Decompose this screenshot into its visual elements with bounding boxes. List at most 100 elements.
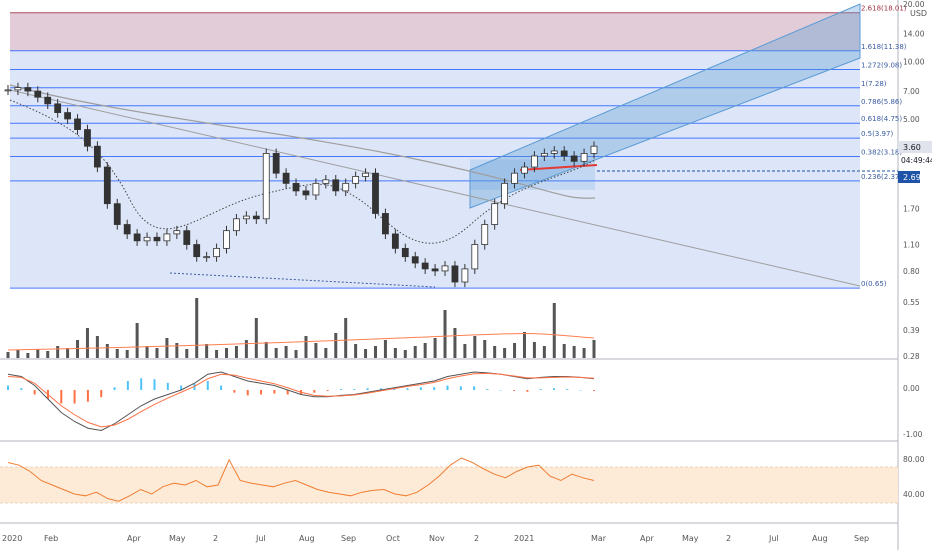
volume-bar <box>373 346 377 358</box>
volume-bar <box>413 346 417 358</box>
time-axis-tick: 2 <box>726 534 731 543</box>
long-downtrend-line <box>9 89 861 287</box>
candle-body <box>590 145 598 154</box>
macd-histogram-bar <box>60 390 63 404</box>
price-axis-tick: 1.10 <box>903 241 920 250</box>
macd-axis-tick: 0.00 <box>903 384 920 393</box>
candle-body <box>163 233 171 242</box>
volume-bar <box>234 346 238 358</box>
price-axis-tick: 0.28 <box>903 352 920 361</box>
volume-bar <box>56 346 60 358</box>
candle-body <box>342 182 350 192</box>
macd-histogram-bar <box>446 385 449 390</box>
volume-bar <box>284 346 288 358</box>
volume-bar <box>483 340 487 358</box>
candle-body <box>560 150 568 157</box>
rsi-line <box>7 457 595 502</box>
candle-body <box>64 112 71 120</box>
candle-body <box>153 236 161 242</box>
macd-histogram-bar <box>180 385 183 390</box>
macd-histogram-bar <box>553 388 556 390</box>
volume-moving-average <box>7 333 595 351</box>
price-axis-tick: 0.55 <box>903 298 920 307</box>
volume-bar <box>155 348 159 358</box>
fib-level-label: 1.618(11.38) <box>861 43 907 51</box>
macd-signal-line <box>7 372 595 428</box>
time-axis-tick: Nov <box>429 534 445 543</box>
candle-body <box>521 166 528 174</box>
volume-bar <box>344 318 348 358</box>
candle-body <box>252 215 260 220</box>
time-axis-tick: Sep <box>854 534 869 543</box>
time-axis-tick: Oct <box>386 534 400 543</box>
candle-body <box>501 182 509 205</box>
candle-body <box>491 203 499 225</box>
volume-bar <box>85 328 89 358</box>
time-axis-tick: Mar <box>591 534 607 543</box>
candle-body <box>93 145 101 168</box>
fib-retracement-layer: 2.618(18.01) 1.618(11.38) 1.272(9.08) 1(7.2… <box>10 5 907 289</box>
fib-level-label: 2.618(18.01) <box>861 5 907 13</box>
fib-zone <box>10 50 860 289</box>
candle-body <box>103 166 111 205</box>
candle-body <box>461 268 469 283</box>
candle-body <box>123 224 131 235</box>
candle-body <box>332 179 340 192</box>
fib-level-label: 0(0.65) <box>861 280 887 288</box>
candle-body <box>113 203 121 225</box>
candle-body <box>14 87 22 91</box>
volume-bar <box>165 338 169 358</box>
volume-bar <box>195 298 199 358</box>
candle-body <box>421 262 429 270</box>
candle-body <box>54 103 62 113</box>
rsi-layer <box>0 457 898 504</box>
macd-histogram-bar <box>406 388 409 390</box>
fib-level-label: 0.786(5.86) <box>861 98 902 106</box>
ascending-channel <box>469 3 861 209</box>
price-axis-tick: 5.00 <box>903 115 920 124</box>
macd-histogram-bar <box>326 390 329 391</box>
fib-top-band <box>10 12 860 51</box>
candle-body <box>193 244 201 258</box>
macd-histogram-bar <box>220 385 223 390</box>
candle-body <box>570 155 578 162</box>
candle-body <box>411 256 419 264</box>
macd-histogram-bar <box>339 389 342 390</box>
volume-bar <box>115 349 119 358</box>
macd-histogram-bar <box>233 390 236 393</box>
volume-bar <box>314 343 318 358</box>
candle-body <box>133 233 141 242</box>
candle-body <box>143 236 151 242</box>
candle-body <box>531 155 538 168</box>
volume-bar <box>592 340 596 358</box>
time-axis-tick: Apr <box>640 534 655 543</box>
time-axis-tick: 2021 <box>514 534 534 543</box>
volume-bar <box>185 349 189 358</box>
volume-bar <box>453 328 457 358</box>
volume-bar <box>463 344 467 358</box>
volume-bar <box>6 352 10 358</box>
candle-body <box>580 153 588 162</box>
macd-histogram-bar <box>313 390 316 393</box>
volume-bar <box>403 350 407 358</box>
candles-layer <box>4 82 598 288</box>
volume-bar <box>16 350 20 358</box>
price-axis-tick: 0.39 <box>903 326 920 335</box>
fib-level-label: 0.236(2.37) <box>861 173 902 181</box>
macd-histogram-bar <box>419 387 422 390</box>
time-axis-tick: Jul <box>768 534 779 543</box>
candle-body <box>272 153 280 174</box>
dotted-support-line <box>169 272 436 288</box>
volume-bar <box>125 350 129 358</box>
macd-axis-tick: -1.00 <box>903 430 923 439</box>
volume-bar <box>66 348 70 358</box>
volume-bar <box>294 350 298 358</box>
volume-bar <box>36 349 40 358</box>
volume-bar <box>26 353 30 358</box>
time-axis-tick: 2 <box>213 534 218 543</box>
candle-body <box>302 190 310 196</box>
candle-body <box>213 247 220 258</box>
candle-body <box>74 118 81 130</box>
candle-body <box>362 172 369 177</box>
